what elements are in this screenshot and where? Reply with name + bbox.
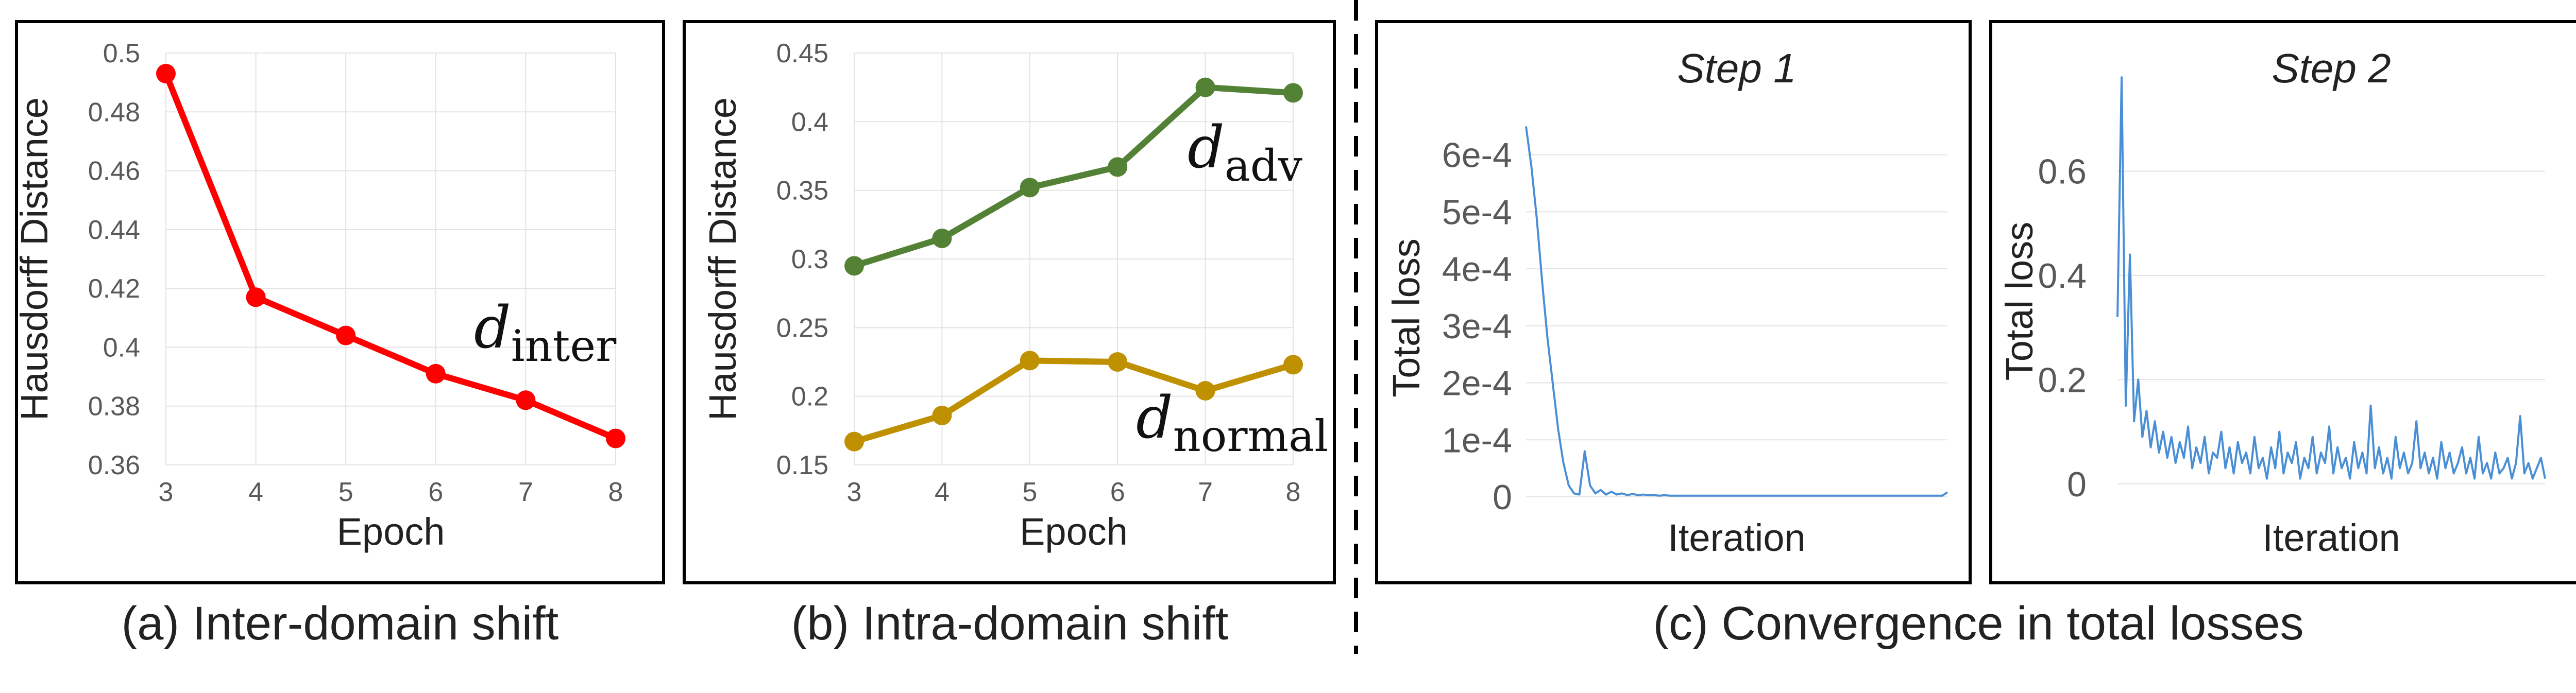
- chart-a-ytick-label: 0.4: [103, 333, 140, 362]
- caption-a: (a) Inter-domain shift: [122, 597, 559, 650]
- chart-b-series-line: [853, 84, 1294, 269]
- chart-b-xtick-label: 3: [847, 477, 862, 507]
- chart-b-ylabel: Hausdorff Distance: [701, 97, 744, 421]
- chart-a-series-line: [163, 72, 617, 442]
- chart-c1-title: Step 1: [1677, 45, 1796, 91]
- chart-c2-loss-curve: [2116, 76, 2546, 480]
- chart-a-data-point: [156, 64, 176, 83]
- chart-a-xtick-label: 8: [608, 477, 623, 507]
- chart-c2-ylabel: Total loss: [1998, 222, 2041, 380]
- chart-b-data-point: [1108, 157, 1128, 177]
- chart-a-data-point: [426, 363, 446, 384]
- chart-a-ytick-label: 0.44: [88, 215, 140, 245]
- chart-b-data-point: [1195, 77, 1215, 97]
- chart-a-ytick-label: 0.48: [88, 97, 140, 127]
- chart-a-xtick-label: 7: [518, 477, 533, 507]
- chart-c2-ytick-label: 0: [2067, 465, 2087, 504]
- chart-a-data-point: [606, 428, 625, 448]
- chart-step2-loss: 0 0.2 0.4 0.6 Step 2 Iteration Total loss: [1998, 45, 2546, 559]
- chart-a-ytick-label: 0.42: [88, 274, 140, 304]
- chart-a-xtick-label: 4: [248, 477, 263, 507]
- chart-a-xtick-label: 6: [428, 477, 443, 507]
- chart-b-series-line: [853, 357, 1294, 445]
- panel-b-frame: [683, 20, 1336, 584]
- chart-b-ytick-label: 0.3: [791, 245, 828, 274]
- chart-c2-xlabel: Iteration: [2262, 516, 2400, 559]
- chart-b-data-point: [1283, 355, 1303, 375]
- chart-c1-ytick-label: 2e-4: [1442, 364, 1512, 403]
- chart-c2-title: Step 2: [2272, 45, 2391, 91]
- chart-a-ytick-label: 0.5: [103, 39, 140, 68]
- panel-c1-frame: [1375, 20, 1972, 584]
- chart-c2-ytick-label: 0.6: [2038, 152, 2087, 191]
- chart-step1-loss: 0 1e-4 2e-4 3e-4 4e-4 5e-4 6e-4 Step 1 Iteration…: [1385, 45, 1948, 559]
- caption-c: (c) Convergence in total losses: [1653, 597, 2303, 650]
- chart-b-ytick-label: 0.25: [776, 313, 828, 343]
- chart-inter-domain: 0.36 0.38 0.4 0.42 0.44 0.46 0.48 0.5 3 4 5 6 7 8 Epoc…: [13, 39, 625, 553]
- chart-b-ytick-label: 0.15: [776, 451, 828, 480]
- chart-a-series-label: dinter: [474, 294, 617, 371]
- chart-c1-xlabel: Iteration: [1668, 516, 1805, 559]
- chart-c1-ytick-label: 1e-4: [1442, 421, 1512, 460]
- chart-b-data-point: [844, 431, 864, 452]
- chart-a-data-point: [336, 325, 356, 345]
- chart-a-xtick-label: 5: [338, 477, 353, 507]
- chart-b-data-point: [1283, 83, 1303, 103]
- chart-b-data-point: [1108, 352, 1128, 372]
- chart-b-xtick-label: 8: [1286, 477, 1301, 507]
- panel-c2-frame: [1989, 20, 2576, 584]
- chart-a-xlabel: Epoch: [337, 510, 445, 553]
- chart-c2-ytick-label: 0.4: [2038, 256, 2087, 296]
- chart-b-data-point: [1020, 178, 1040, 198]
- chart-b-xtick-label: 4: [935, 477, 950, 507]
- chart-b-ytick-label: 0.35: [776, 176, 828, 206]
- panel-a-frame: [15, 20, 665, 584]
- chart-c1-ytick-label: 6e-4: [1442, 136, 1512, 175]
- chart-b-ytick-label: 0.45: [776, 39, 828, 68]
- chart-c1-ylabel: Total loss: [1385, 238, 1428, 397]
- chart-a-ytick-label: 0.38: [88, 392, 140, 422]
- chart-a-ytick-label: 0.46: [88, 157, 140, 186]
- chart-a-data-point: [516, 390, 536, 410]
- caption-b: (b) Intra-domain shift: [791, 597, 1229, 650]
- chart-b-ytick-label: 0.2: [791, 382, 828, 412]
- chart-a-ylabel: Hausdorff Distance: [13, 97, 56, 421]
- chart-c1-ytick-label: 0: [1493, 478, 1512, 517]
- chart-b-xtick-label: 5: [1022, 477, 1037, 507]
- chart-b-series-label: dadv: [1188, 114, 1303, 191]
- chart-c1-ytick-label: 4e-4: [1442, 250, 1512, 289]
- chart-b-xtick-label: 7: [1198, 477, 1213, 507]
- chart-a-data-point: [246, 287, 266, 307]
- chart-b-ytick-label: 0.4: [791, 107, 828, 137]
- chart-b-data-point: [932, 406, 952, 425]
- chart-c1-ytick-label: 3e-4: [1442, 307, 1512, 346]
- chart-intra-domain: 0.15 0.2 0.25 0.3 0.35 0.4 0.45 3 4 5 6 7 8 Epoch Haus…: [701, 39, 1328, 553]
- chart-b-data-point: [844, 256, 864, 276]
- chart-b-data-point: [1020, 351, 1040, 371]
- chart-a-xtick-label: 3: [159, 477, 174, 507]
- chart-b-data-point: [932, 229, 952, 248]
- chart-c1-ytick-label: 5e-4: [1442, 193, 1512, 232]
- chart-b-data-point: [1195, 381, 1215, 401]
- chart-b-xlabel: Epoch: [1020, 510, 1128, 553]
- chart-b-xtick-label: 6: [1110, 477, 1125, 507]
- chart-a-ytick-label: 0.36: [88, 451, 140, 480]
- chart-c2-ytick-label: 0.2: [2038, 360, 2087, 400]
- chart-c1-loss-curve: [1525, 126, 1948, 497]
- chart-b-series-label: dnormal: [1136, 385, 1328, 461]
